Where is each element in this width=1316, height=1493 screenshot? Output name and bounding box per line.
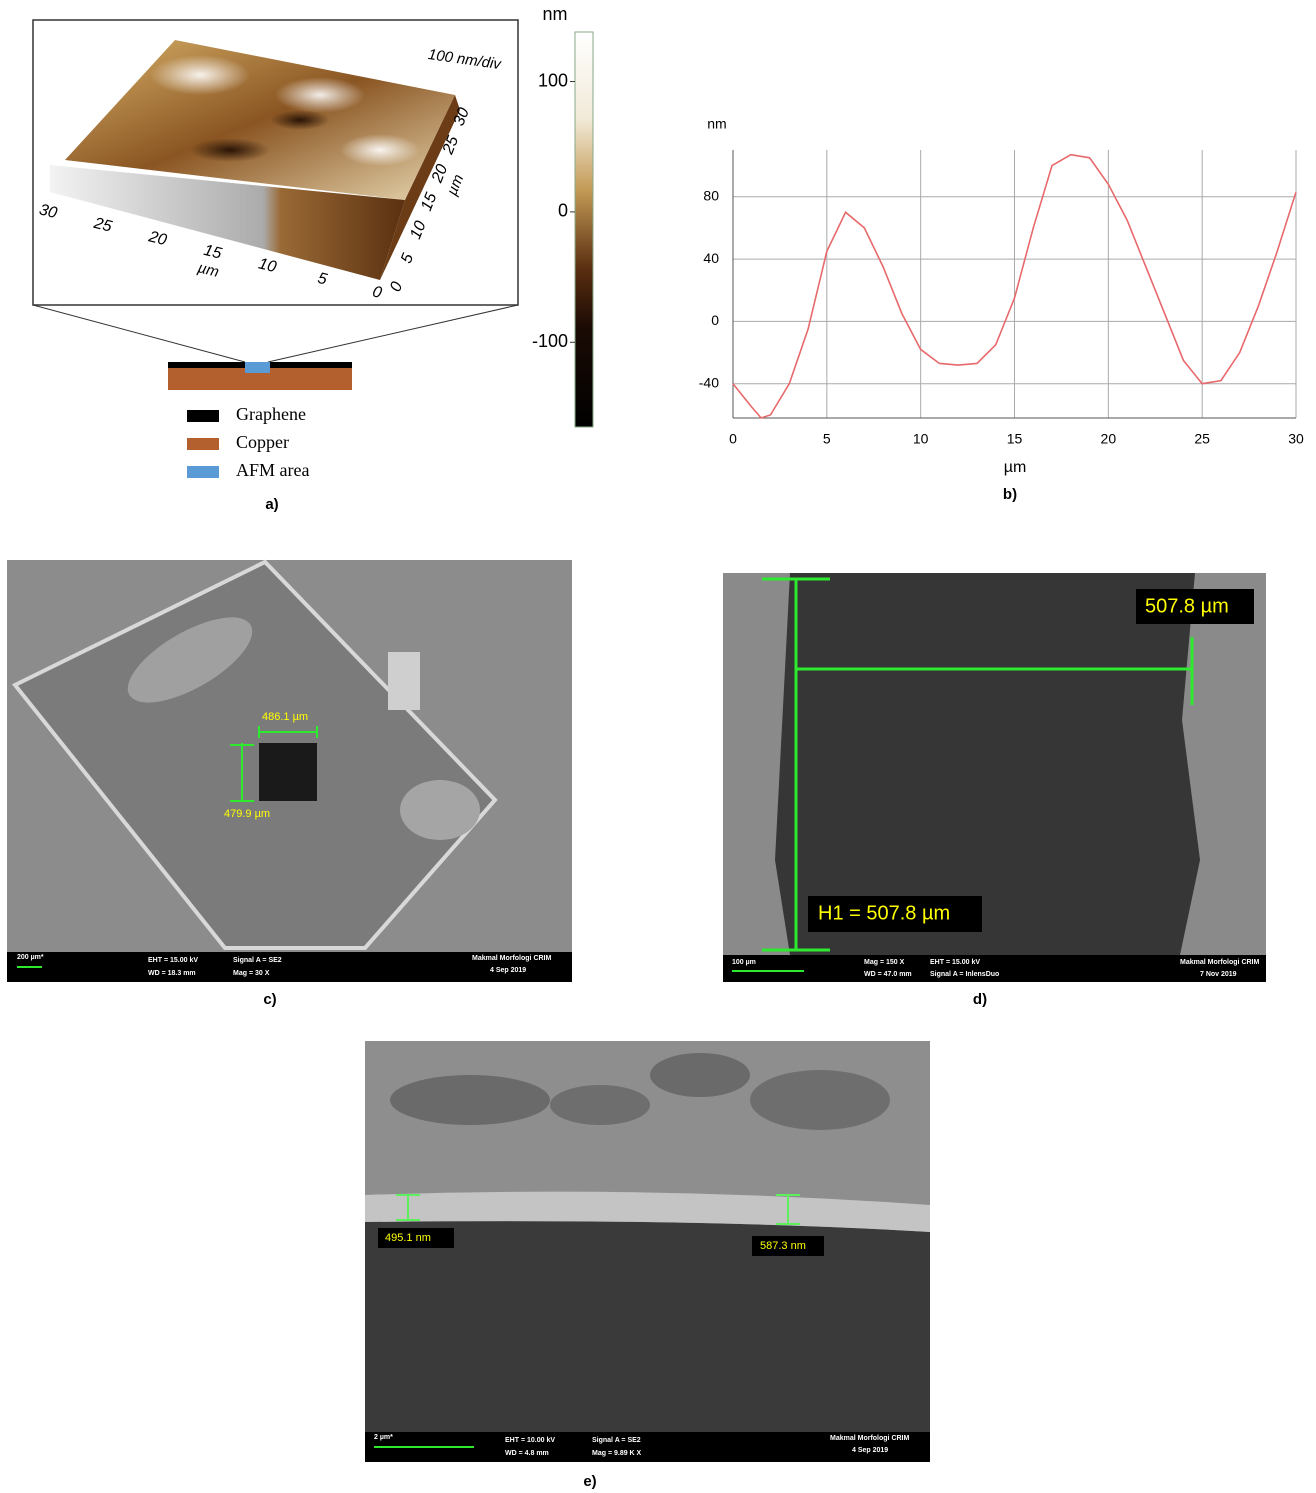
colorbar-tick-label: 100 xyxy=(538,70,568,90)
info-text: EHT = 10.00 kV xyxy=(505,1437,555,1444)
info-text: 2 µm* xyxy=(374,1434,393,1441)
legend-swatch xyxy=(187,410,219,422)
afm-peak xyxy=(275,77,365,113)
bubble xyxy=(750,1070,890,1130)
figure: Graphene Copper AFM area 100 nm/div µm µ… xyxy=(0,0,1316,1493)
afm-valley xyxy=(270,110,330,130)
y-tick-label: 40 xyxy=(703,250,719,266)
info-text: Mag = 30 X xyxy=(233,970,270,977)
measure-label: 486.1 µm xyxy=(262,711,308,723)
info-text: EHT = 15.00 kV xyxy=(930,959,980,966)
zoom-line xyxy=(33,305,245,362)
measure-label: 507.8 µm xyxy=(1145,595,1229,617)
info-text: Signal A = SE2 xyxy=(233,957,282,964)
info-text: Signal A = InlensDuo xyxy=(930,971,999,978)
measure-label: 587.3 nm xyxy=(760,1240,806,1252)
info-text: Mag = 150 X xyxy=(864,959,905,966)
colorbar xyxy=(575,32,593,427)
afm-peak xyxy=(150,55,250,95)
info-text: Mag = 9.89 K X xyxy=(592,1450,642,1457)
colorbar-label: nm xyxy=(542,4,567,24)
afm-area xyxy=(245,362,270,373)
info-text: Makmal Morfologi CRIM xyxy=(830,1435,910,1442)
y-tick-label: -40 xyxy=(699,374,719,390)
info-text: 7 Nov 2019 xyxy=(1200,971,1237,978)
caption: c) xyxy=(263,991,276,1008)
bubble xyxy=(390,1075,550,1125)
x-tick-label: 25 xyxy=(1194,431,1210,447)
legend-label: AFM area xyxy=(236,460,309,480)
x-axis-label: µm xyxy=(1004,459,1027,476)
colorbar-tick-label: 0 xyxy=(558,201,568,221)
legend-swatch xyxy=(187,466,219,478)
caption: a) xyxy=(265,496,278,513)
bubble xyxy=(550,1085,650,1125)
legend-swatch xyxy=(187,438,219,450)
caption: b) xyxy=(1003,486,1017,503)
afm-peak xyxy=(340,134,420,166)
legend-label: Copper xyxy=(236,432,289,452)
info-text: 4 Sep 2019 xyxy=(490,967,526,974)
hole xyxy=(259,743,317,801)
info-text: WD = 4.8 mm xyxy=(505,1450,549,1457)
x-tick-label: 0 xyxy=(729,431,737,447)
x-tick-label: 20 xyxy=(1101,431,1117,447)
info-text: 200 µm* xyxy=(17,954,44,961)
bubble xyxy=(650,1053,750,1097)
y-axis-label: nm xyxy=(707,116,726,132)
x-tick-label: 15 xyxy=(1007,431,1023,447)
measure-label: H1 = 507.8 µm xyxy=(818,902,950,924)
info-text: Makmal Morfologi CRIM xyxy=(1180,959,1260,966)
info-text: 100 µm xyxy=(732,959,756,966)
measure-label: 479.9 µm xyxy=(224,808,270,820)
bubble xyxy=(400,780,480,840)
legend-label: Graphene xyxy=(236,404,306,424)
info-text: Signal A = SE2 xyxy=(592,1437,641,1444)
measure-label: 495.1 nm xyxy=(385,1232,431,1244)
y-tick-label: 80 xyxy=(703,187,719,203)
x-tick-label: 5 xyxy=(823,431,831,447)
x-tick-label: 10 xyxy=(913,431,929,447)
zoom-line xyxy=(268,305,518,362)
x-tick-label: 30 xyxy=(1288,431,1304,447)
y-tick-label: 0 xyxy=(711,312,719,328)
info-text: 4 Sep 2019 xyxy=(852,1447,888,1454)
afm-valley xyxy=(190,138,270,162)
flake xyxy=(388,652,420,710)
colorbar-tick-label: -100 xyxy=(532,331,568,351)
info-text: WD = 47.0 mm xyxy=(864,971,912,978)
caption: d) xyxy=(973,991,987,1008)
info-text: Makmal Morfologi CRIM xyxy=(472,955,552,962)
info-text: EHT = 15.00 kV xyxy=(148,957,198,964)
info-text: WD = 18.3 mm xyxy=(148,970,196,977)
caption: e) xyxy=(583,1473,596,1490)
